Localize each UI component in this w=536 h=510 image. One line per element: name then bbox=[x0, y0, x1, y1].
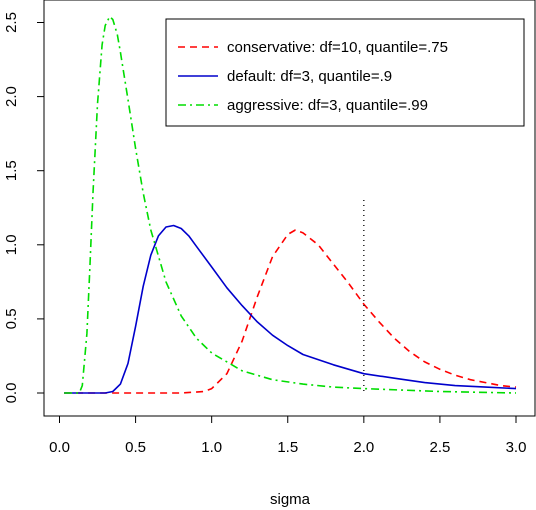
legend-box bbox=[165, 18, 525, 127]
y-tick-label-4: 2.0 bbox=[3, 86, 20, 107]
x-tick-label-2: 1.0 bbox=[201, 439, 222, 456]
axis-layer: 0.0 0.5 1.0 1.5 2.0 2.5 3.0 0.0 0.5 1.0 1.5 2.0 2.5 bbox=[3, 12, 526, 456]
y-tick-label-1: 0.5 bbox=[3, 308, 20, 329]
x-tick-label-6: 3.0 bbox=[506, 439, 527, 456]
y-tick-label-3: 1.5 bbox=[3, 160, 20, 181]
series-line-2 bbox=[64, 15, 517, 394]
x-tick-label-0: 0.0 bbox=[49, 439, 70, 456]
y-tick-label-2: 1.0 bbox=[3, 234, 20, 255]
legend-label-1: default: df=3, quantile=.9 bbox=[227, 68, 392, 85]
x-tick-label-1: 0.5 bbox=[125, 439, 146, 456]
series-line-0 bbox=[64, 229, 517, 394]
legend: conservative: df=10, quantile=.75 default… bbox=[165, 18, 525, 127]
legend-label-2: aggressive: df=3, quantile=.99 bbox=[227, 97, 428, 114]
y-tick-label-5: 2.5 bbox=[3, 12, 20, 33]
x-tick-label-4: 2.0 bbox=[353, 439, 374, 456]
data-layer bbox=[64, 15, 517, 394]
x-tick-label-5: 2.5 bbox=[429, 439, 450, 456]
y-tick-label-0: 0.0 bbox=[3, 383, 20, 404]
legend-label-0: conservative: df=10, quantile=.75 bbox=[227, 39, 448, 56]
series-line-1 bbox=[64, 224, 517, 394]
x-axis-title: sigma bbox=[270, 491, 311, 508]
x-tick-label-3: 1.5 bbox=[277, 439, 298, 456]
